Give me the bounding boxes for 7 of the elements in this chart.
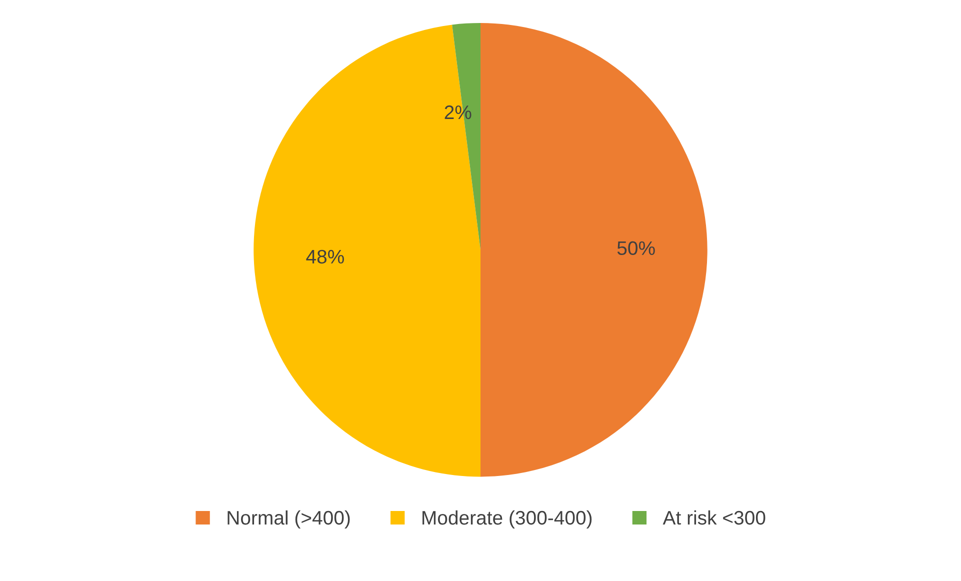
data-label: 48% <box>306 250 344 264</box>
legend-label: At risk <300 <box>662 510 766 525</box>
legend-label: Normal (>400) <box>228 510 350 529</box>
legend-label: Moderate (300-400) <box>422 510 592 529</box>
pie-slice <box>254 24 480 477</box>
data-label: 50% <box>617 241 655 256</box>
pie-slice <box>480 22 708 477</box>
